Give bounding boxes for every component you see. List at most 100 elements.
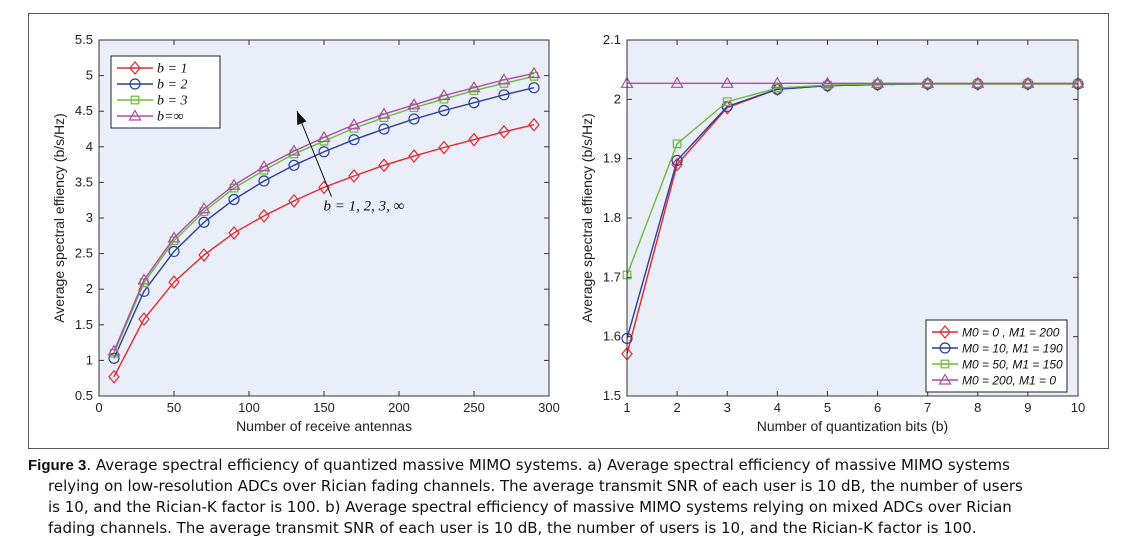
legend: b = 1b = 2b = 3b=∞ [110,55,221,129]
x-tick-label: 200 [388,400,410,415]
x-tick-label: 0 [95,400,102,415]
legend: M0 = 0 , M1 = 200 M0 = 10, M1 = 190 M0 = 5… [925,319,1068,393]
x-tick-label: 4 [774,400,781,415]
data-point [108,369,120,384]
series-4 [620,76,1085,88]
annotation-label: b = 1, 2, 3, ∞ [324,199,405,215]
caption-line-1: . Average spectral efficiency of quantiz… [86,456,1010,474]
y-tick-label: 5.5 [75,32,93,47]
y-tick-label: 1.6 [603,329,621,344]
y-tick-label: 2 [614,91,621,106]
y-tick-label: 0.5 [75,388,93,403]
x-tick-label: 5 [824,400,831,415]
data-point [529,71,539,81]
figure-frame [28,13,1109,449]
y-tick-label: 4 [86,139,93,154]
y-tick-label: 1 [86,352,93,367]
y-tick-label: 2.1 [603,32,621,47]
x-tick-label: 10 [1071,400,1085,415]
data-point [498,89,510,101]
data-point [168,245,180,258]
y-tick-label: 2 [86,281,93,296]
y-tick-label: 5 [86,68,93,83]
x-tick-label: 150 [313,400,335,415]
x-axis-label: Number of receive antennas [236,418,412,434]
data-point [770,76,784,88]
x-tick-label: 2 [673,400,680,415]
data-point [288,159,300,171]
legend-marker [128,109,142,121]
data-point [258,175,270,187]
plot-border [626,39,1079,397]
y-tick-label: 1.9 [603,151,621,166]
data-point [318,146,330,158]
data-point [137,273,151,285]
data-point [527,66,541,79]
legend-entry: b = 1 [157,62,187,77]
data-point [469,86,479,95]
data-point [138,312,150,327]
plot-border [98,39,550,397]
y-axis-label: Average spectral effiency (b/s/Hz) [579,113,595,323]
data-point [198,248,210,262]
legend-entry: b=∞ [157,110,183,125]
y-tick-label: 3 [86,210,93,225]
data-point [528,82,540,94]
data-point [772,83,782,93]
data-point [438,104,450,117]
data-point [528,117,540,132]
data-point [497,73,511,85]
x-tick-label: 100 [238,400,260,415]
data-point [288,193,300,208]
y-tick-label: 1.7 [603,269,621,284]
y-tick-label: 3.5 [75,174,93,189]
caption-line-3: is 10, and the Rician-K factor is 100. b… [48,498,1012,516]
data-point [670,76,684,88]
legend-entry: M0 = 50, M1 = 150 [962,358,1063,372]
data-point [289,149,299,159]
data-point [258,208,270,223]
data-point [409,103,419,113]
x-tick-label: 8 [974,400,981,415]
x-tick-label: 3 [724,400,731,415]
legend-entry: M0 = 0 , M1 = 200 [962,326,1060,340]
chart-panel-b: 1 2 3 4 5 6 7 8 9 10 1.5 1.6 1.7 1.8 1.9 2 2.1 Number of … [579,32,1085,434]
y-tick-label: 1.5 [603,388,621,403]
legend-entry: b = 3 [157,94,187,109]
data-point [438,140,450,155]
data-point [348,134,360,146]
x-tick-label: 7 [924,400,931,415]
data-point [467,81,481,93]
series-1 [108,117,540,384]
data-point [107,344,121,356]
data-point [468,132,480,147]
data-point [722,97,732,107]
data-point [408,113,420,125]
legend-entry: M0 = 200, M1 = 0 [962,374,1056,388]
legend-marker [130,95,140,105]
x-tick-label: 6 [874,400,881,415]
annotation-arrow-line [296,111,332,197]
legend-entry: b = 2 [157,78,187,93]
data-point [720,76,734,88]
data-point [437,88,451,101]
data-point [378,123,390,135]
legend-marker [940,359,950,369]
data-point [498,124,510,139]
data-point [407,98,421,110]
y-tick-label: 4.5 [75,103,93,118]
data-point [317,130,331,143]
data-point [971,76,985,88]
legend-entry: M0 = 10, M1 = 190 [962,342,1063,356]
x-tick-label: 9 [1024,400,1031,415]
caption-lead: Figure 3 [28,457,87,474]
chart-panel-a: 0 50 100 150 200 250 300 0.5 1 1.5 2 2.5 3 3.5 4 4.5 5 5.… [51,32,560,434]
data-point [671,157,683,172]
legend-marker [129,78,141,90]
data-point [1021,76,1035,88]
legend-marker [939,342,951,354]
data-point [408,149,420,163]
x-tick-label: 250 [463,400,485,415]
data-point [227,178,241,190]
data-point [377,107,391,119]
